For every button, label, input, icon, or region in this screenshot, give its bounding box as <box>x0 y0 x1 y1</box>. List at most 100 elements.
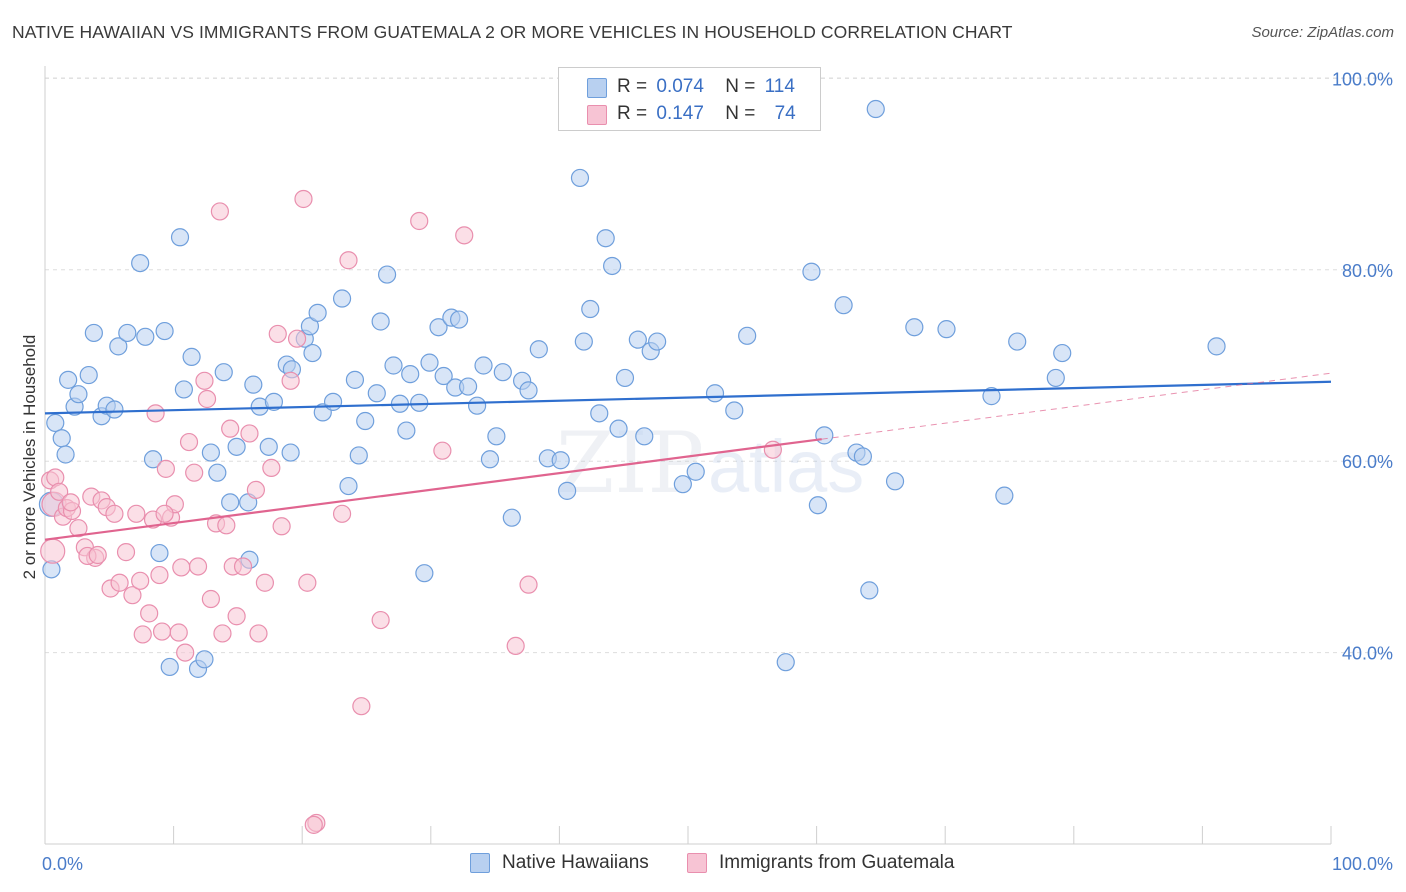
point-native-hawaiian <box>1046 368 1065 388</box>
point-native-hawaiian <box>420 353 439 372</box>
point-native-hawaiian <box>615 368 635 388</box>
legend-swatch-pink <box>587 105 607 125</box>
point-native-hawaiian <box>371 312 390 331</box>
point-guatemala <box>213 624 232 643</box>
bottom-legend-label: Immigrants from Guatemala <box>719 852 955 873</box>
point-native-hawaiian <box>323 392 343 411</box>
point-native-hawaiian <box>860 581 879 600</box>
point-native-hawaiian <box>308 303 327 322</box>
point-guatemala <box>176 643 195 662</box>
point-guatemala <box>287 329 307 348</box>
point-guatemala <box>152 622 172 641</box>
point-native-hawaiian <box>155 321 174 341</box>
point-guatemala <box>172 558 191 577</box>
y-tick-label: 80.0% <box>1342 261 1393 281</box>
point-guatemala <box>233 557 253 576</box>
point-guatemala <box>249 624 268 643</box>
point-native-hawaiian <box>995 486 1014 505</box>
point-guatemala <box>127 504 146 523</box>
legend-n-value: 114 <box>764 76 795 97</box>
point-native-hawaiian <box>259 437 278 456</box>
point-guatemala <box>210 202 229 221</box>
point-native-hawaiian <box>905 318 924 337</box>
point-guatemala <box>352 697 371 716</box>
point-guatemala <box>227 607 246 626</box>
point-guatemala <box>88 545 107 565</box>
point-native-hawaiian <box>367 384 386 403</box>
point-native-hawaiian <box>648 332 667 351</box>
point-guatemala <box>133 625 152 644</box>
point-native-hawaiian <box>300 317 320 336</box>
point-native-hawaiian <box>84 323 103 343</box>
point-native-hawaiian <box>686 462 705 481</box>
point-native-hawaiian <box>609 419 628 438</box>
point-guatemala <box>281 371 300 390</box>
point-native-hawaiian <box>802 262 821 281</box>
point-guatemala <box>240 424 259 443</box>
point-guatemala <box>339 251 358 270</box>
axes <box>44 66 1332 845</box>
legend: R = 0.074 N = 114 R = 0.147 N = 74 <box>558 67 821 131</box>
point-native-hawaiian <box>705 384 725 403</box>
y-tick-label: 100.0% <box>1332 69 1393 89</box>
point-native-hawaiian <box>574 332 593 351</box>
point-guatemala <box>140 604 159 623</box>
point-guatemala <box>156 459 175 478</box>
point-guatemala <box>221 419 240 438</box>
point-native-hawaiian <box>434 366 453 386</box>
legend-r-label: R = <box>617 103 648 124</box>
trend-line-native-hawaiians <box>44 380 1332 415</box>
point-native-hawaiian <box>834 296 853 315</box>
point-native-hawaiian <box>356 411 375 431</box>
point-native-hawaiian <box>493 363 512 382</box>
point-native-hawaiian <box>377 265 397 284</box>
y-tick-label: 60.0% <box>1342 452 1393 472</box>
series-immigrants-guatemala <box>40 189 782 834</box>
point-native-hawaiian <box>725 401 744 420</box>
bottom-legend-swatch-pink <box>687 853 707 873</box>
legend-n-label: N = <box>725 76 756 97</box>
point-guatemala <box>371 610 390 630</box>
point-native-hawaiian <box>160 657 179 677</box>
legend-swatch-blue <box>587 78 607 98</box>
point-native-hawaiian <box>738 326 757 345</box>
point-native-hawaiian <box>244 375 263 394</box>
point-native-hawaiian <box>815 426 834 445</box>
trend-line-guatemala <box>44 438 822 541</box>
point-native-hawaiian <box>776 653 795 672</box>
point-guatemala <box>298 573 317 592</box>
x-tick-label: 100.0% <box>1332 854 1393 874</box>
point-native-hawaiian <box>937 320 956 339</box>
point-native-hawaiian <box>227 437 246 456</box>
point-native-hawaiian <box>502 508 521 527</box>
point-native-hawaiian <box>581 299 600 319</box>
point-native-hawaiian <box>79 365 98 385</box>
point-guatemala <box>455 226 474 245</box>
point-native-hawaiian <box>885 472 905 491</box>
point-guatemala <box>410 211 429 231</box>
point-native-hawaiian <box>410 393 429 412</box>
legend-r-value: 0.147 <box>656 103 704 124</box>
point-guatemala <box>146 404 165 423</box>
point-guatemala <box>188 557 208 576</box>
point-native-hawaiian <box>480 450 500 469</box>
point-native-hawaiian <box>474 356 493 375</box>
point-native-hawaiian <box>349 446 368 465</box>
point-native-hawaiian <box>264 392 284 411</box>
point-native-hawaiian <box>1053 343 1072 363</box>
point-native-hawaiian <box>635 427 654 446</box>
point-native-hawaiian <box>551 451 570 470</box>
point-guatemala <box>433 441 452 460</box>
legend-r-value: 0.074 <box>656 76 704 97</box>
point-native-hawaiian <box>603 256 622 276</box>
point-native-hawaiian <box>808 496 827 515</box>
bottom-legend-swatch-blue <box>470 853 490 873</box>
point-native-hawaiian <box>118 323 137 343</box>
point-native-hawaiian <box>201 443 220 462</box>
point-native-hawaiian <box>596 229 615 248</box>
point-guatemala <box>255 573 275 592</box>
legend-n-value: 74 <box>774 103 796 124</box>
point-guatemala <box>150 565 169 585</box>
point-guatemala <box>304 815 323 834</box>
